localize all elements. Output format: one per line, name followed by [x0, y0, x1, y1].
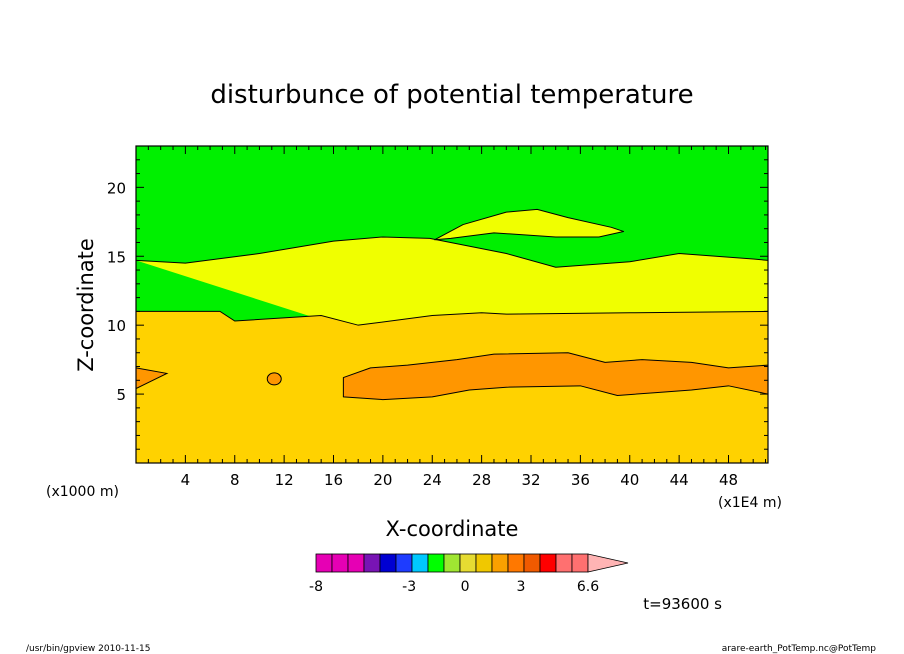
region-small-blob [266, 372, 282, 386]
colorbar-arrow [587, 553, 629, 573]
colorbar-swatch [331, 553, 349, 573]
colorbar-swatch [395, 553, 413, 573]
colorbar-swatch [507, 553, 525, 573]
y-tick-label: 5 [116, 386, 126, 404]
x-unit-right-label: (x1E4 m) [718, 495, 782, 511]
colorbar-swatch [363, 553, 381, 573]
colorbar-swatch [571, 553, 589, 573]
y-tick-label: 20 [107, 179, 126, 197]
x-tick-label: 16 [324, 471, 343, 489]
x-axis-label: X-coordinate [386, 517, 519, 541]
colorbar-swatch [555, 553, 573, 573]
colorbar-label: 3 [516, 579, 525, 595]
y-tick-label: 15 [107, 248, 126, 266]
plot-area [135, 145, 769, 464]
x-tick-label: 12 [275, 471, 294, 489]
colorbar-swatch [491, 553, 509, 573]
x-tick-label: 28 [472, 471, 491, 489]
x-tick-label: 4 [181, 471, 191, 489]
y-tick-label: 10 [107, 317, 126, 335]
time-label: t=93600 s [643, 595, 722, 613]
region-left-blob [136, 367, 169, 390]
contour-band-top [136, 236, 768, 268]
x-tick-label: 40 [620, 471, 639, 489]
colorbar-swatch [523, 553, 541, 573]
y-axis-label: Z-coordinate [74, 238, 98, 372]
colorbar-label: -3 [402, 579, 416, 595]
colorbar-swatch [427, 553, 445, 573]
x-tick-label: 36 [571, 471, 590, 489]
region-low-band [342, 352, 768, 401]
x-tick-label: 24 [423, 471, 442, 489]
colorbar-swatch [315, 553, 333, 573]
colorbar-swatch [459, 553, 477, 573]
x-axis: 4 8 12 16 20 24 28 32 36 40 44 48 [147, 146, 767, 489]
colorbar-label: 6.6 [577, 579, 599, 595]
footer-right: arare-earth_PotTemp.nc@PotTemp [722, 644, 877, 654]
colorbar: -8 -3 0 3 6.6 [309, 553, 629, 595]
colorbar-swatch [443, 553, 461, 573]
colorbar-label: 0 [461, 579, 470, 595]
x-tick-label: 44 [670, 471, 689, 489]
contour-band-bottom [136, 310, 768, 326]
x-unit-left-label: (x1000 m) [46, 484, 119, 500]
colorbar-swatch [539, 553, 557, 573]
chart-title: disturbunce of potential temperature [210, 80, 693, 110]
colorbar-swatch [475, 553, 493, 573]
x-tick-label: 48 [719, 471, 738, 489]
y-axis: 5 10 15 20 [107, 159, 768, 450]
colorbar-swatch [379, 553, 397, 573]
footer-left: /usr/bin/gpview 2010-11-15 [26, 644, 150, 654]
region-upper-blob [434, 208, 625, 241]
x-tick-label: 32 [521, 471, 540, 489]
colorbar-label: -8 [309, 579, 323, 595]
x-tick-label: 8 [230, 471, 240, 489]
x-tick-label: 20 [373, 471, 392, 489]
colorbar-swatch [347, 553, 365, 573]
colorbar-swatch [411, 553, 429, 573]
plot-frame [135, 145, 769, 464]
